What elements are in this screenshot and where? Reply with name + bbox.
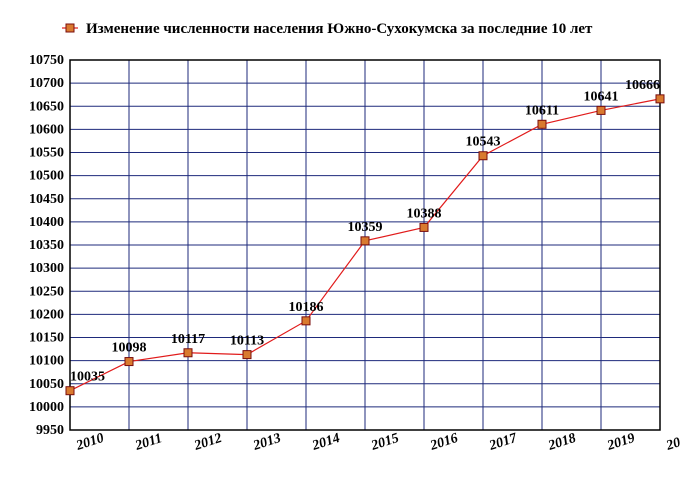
y-tick-label: 10050 (29, 377, 64, 392)
data-marker (243, 351, 251, 359)
y-tick-label: 10450 (29, 192, 64, 207)
y-tick-label: 10750 (29, 53, 64, 68)
y-tick-label: 10600 (29, 122, 64, 137)
data-marker (125, 358, 133, 366)
value-label: 10113 (230, 334, 264, 349)
y-tick-label: 10350 (29, 238, 64, 253)
data-marker (597, 106, 605, 114)
y-tick-label: 10000 (29, 400, 64, 415)
data-marker (66, 387, 74, 395)
value-label: 10641 (584, 89, 619, 104)
value-label: 10388 (407, 206, 442, 221)
legend: Изменение численности населения Южно-Сух… (62, 21, 593, 37)
value-label: 10543 (466, 135, 501, 150)
value-label: 10117 (171, 332, 205, 347)
chart-title: Изменение численности населения Южно-Сух… (86, 21, 593, 37)
data-marker (538, 120, 546, 128)
y-tick-label: 10650 (29, 99, 64, 114)
y-tick-label: 10300 (29, 261, 64, 276)
value-label: 10098 (112, 341, 147, 356)
value-label: 10359 (348, 220, 383, 235)
data-marker (361, 237, 369, 245)
y-tick-label: 9950 (36, 423, 64, 438)
y-tick-label: 10400 (29, 215, 64, 230)
value-label: 10035 (70, 370, 105, 385)
y-tick-label: 10250 (29, 284, 64, 299)
y-tick-label: 10100 (29, 354, 64, 369)
y-tick-label: 10200 (29, 307, 64, 322)
value-label: 10611 (525, 103, 559, 118)
data-marker (656, 95, 664, 103)
data-marker (302, 317, 310, 325)
y-tick-label: 10150 (29, 331, 64, 346)
y-tick-label: 10700 (29, 76, 64, 91)
value-label: 10186 (289, 300, 324, 315)
data-marker (184, 349, 192, 357)
value-label: 10666 (625, 78, 660, 93)
population-chart: 9950 10000 10050 10100 10150 10200 10250 10300 1… (0, 0, 680, 500)
data-marker (479, 152, 487, 160)
y-tick-label: 10550 (29, 146, 64, 161)
data-marker (420, 223, 428, 231)
y-tick-label: 10500 (29, 169, 64, 184)
